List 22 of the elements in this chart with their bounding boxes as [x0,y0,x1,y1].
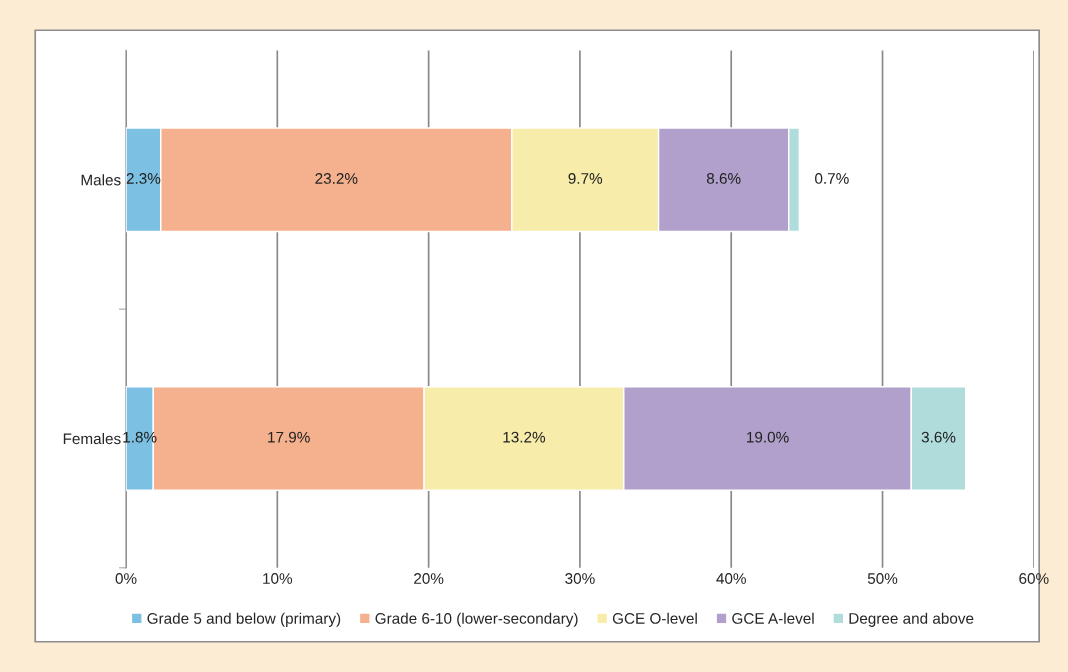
y-tick-label: Females [63,432,121,445]
legend-label: Degree and above [849,612,974,627]
legend-label: GCE A-level [732,612,814,624]
data-label: 17.9% [268,431,310,443]
x-tick-label: 30% [565,573,595,584]
legend-label: Grade 6-10 (lower-secondary) [375,612,578,627]
data-label: 13.2% [503,431,546,443]
data-label: 19.0% [747,431,789,443]
data-label: 3.6% [921,431,956,443]
x-tick-label: 0% [115,573,137,584]
y-tick-label: Males [81,174,121,186]
legend-label: GCE O-level [612,612,697,624]
data-label: 0.7% [815,173,849,184]
x-tick-label: 20% [414,573,444,584]
x-tick-label: 40% [716,573,746,584]
x-tick-label: 10% [263,573,293,584]
legend-label: Grade 5 and below (primary) [147,612,341,627]
data-label: 23.2% [315,173,358,184]
data-label: 9.7% [568,173,603,184]
x-tick-label: 50% [867,573,898,584]
x-tick-label: 60% [1019,573,1049,584]
data-label: 8.6% [706,173,741,184]
